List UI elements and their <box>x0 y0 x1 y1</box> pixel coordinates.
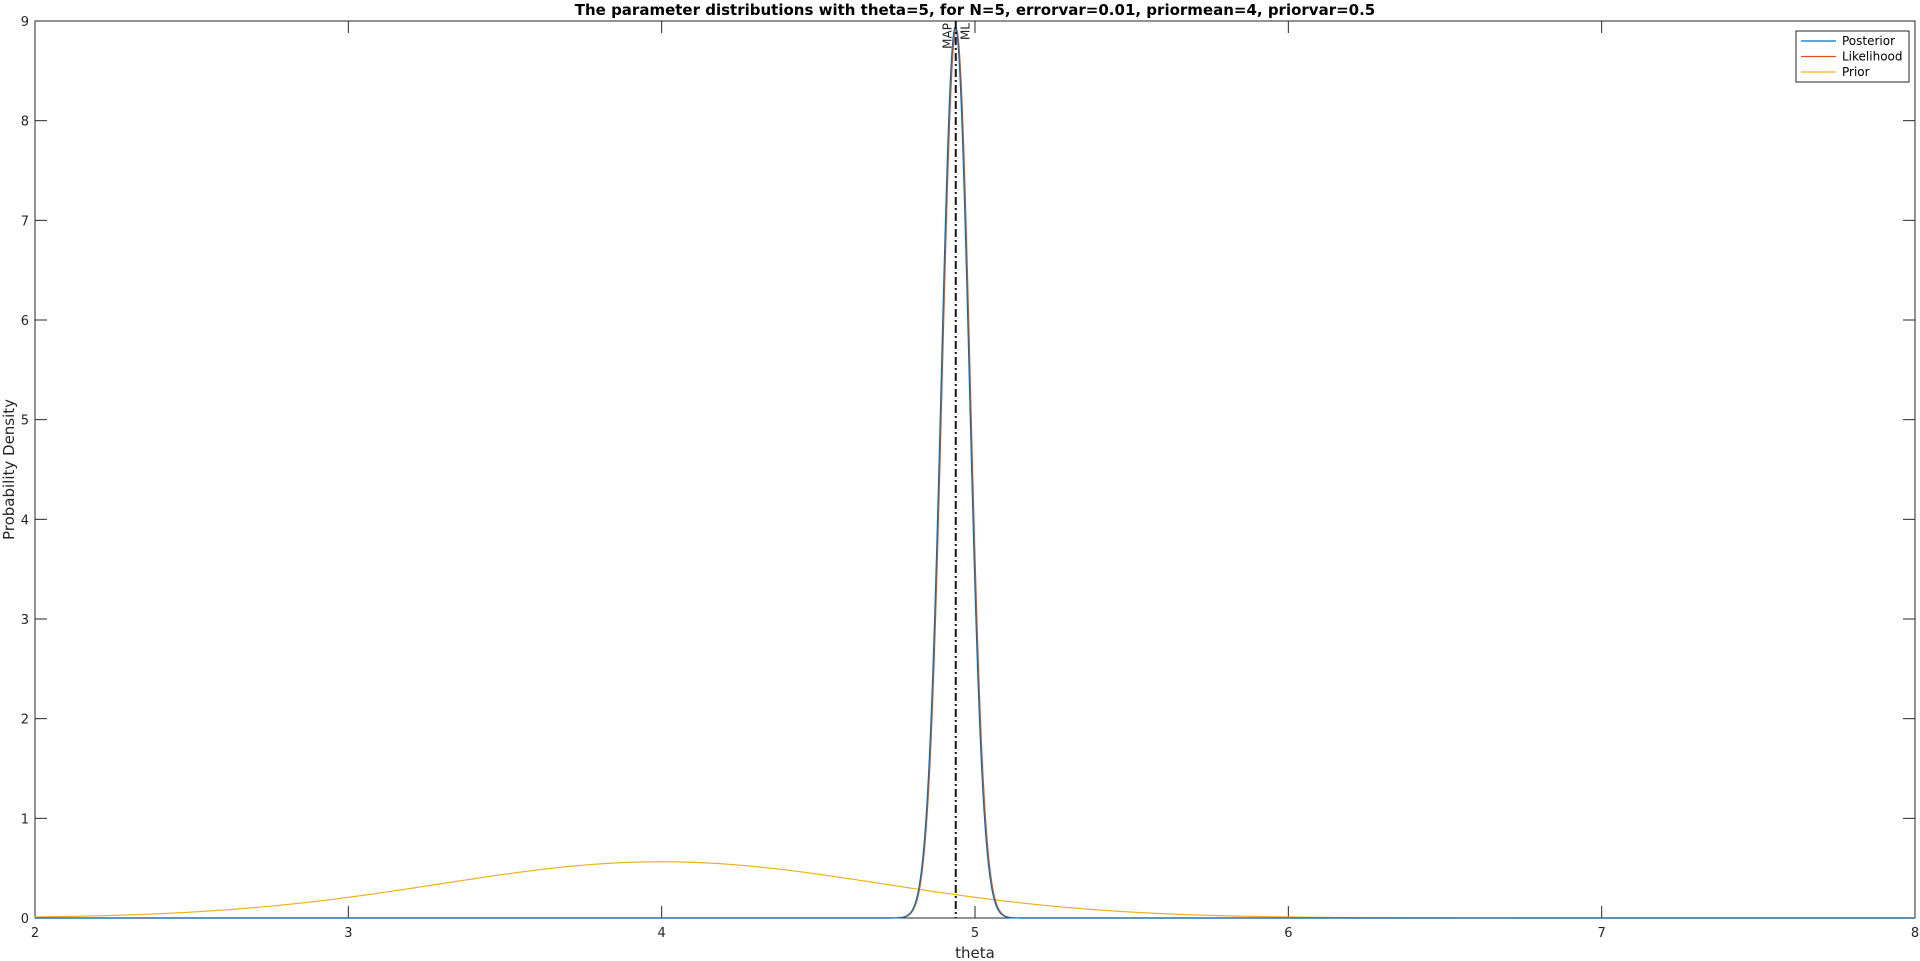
x-tick-label: 5 <box>971 926 979 941</box>
plot-area <box>34 20 1916 919</box>
y-tick-label: 7 <box>21 214 29 229</box>
estimate-markers: MAP ML <box>940 21 972 918</box>
y-tick-label: 6 <box>21 314 29 329</box>
y-tick-label: 9 <box>21 15 29 30</box>
x-tick-label: 3 <box>344 926 352 941</box>
x-axis-label: theta <box>955 944 995 961</box>
x-tick-label: 6 <box>1284 926 1292 941</box>
marker-label-ml: ML <box>958 23 972 40</box>
x-tick-label: 4 <box>658 926 666 941</box>
legend-label: Prior <box>1842 65 1870 79</box>
y-tick-label: 8 <box>21 115 29 130</box>
x-tick-label: 2 <box>31 926 39 941</box>
y-tick-label: 1 <box>21 812 29 827</box>
y-tick-label: 0 <box>21 912 29 927</box>
x-tick-label: 8 <box>1911 926 1919 941</box>
legend-label: Likelihood <box>1842 50 1903 64</box>
chart-title: The parameter distributions with theta=5… <box>575 1 1375 19</box>
legend-label: Posterior <box>1842 34 1895 48</box>
x-tick-label: 7 <box>1598 926 1606 941</box>
y-tick-label: 2 <box>21 713 29 728</box>
y-tick-label: 3 <box>21 613 29 628</box>
y-tick-label: 4 <box>21 513 29 528</box>
axis-ticks: 2 3 4 5 6 7 8 0 1 2 3 4 5 6 7 8 9 <box>21 15 1919 941</box>
y-tick-label: 5 <box>21 414 29 429</box>
y-axis-label: Probability Density <box>0 399 18 540</box>
marker-label-map: MAP <box>940 23 954 49</box>
